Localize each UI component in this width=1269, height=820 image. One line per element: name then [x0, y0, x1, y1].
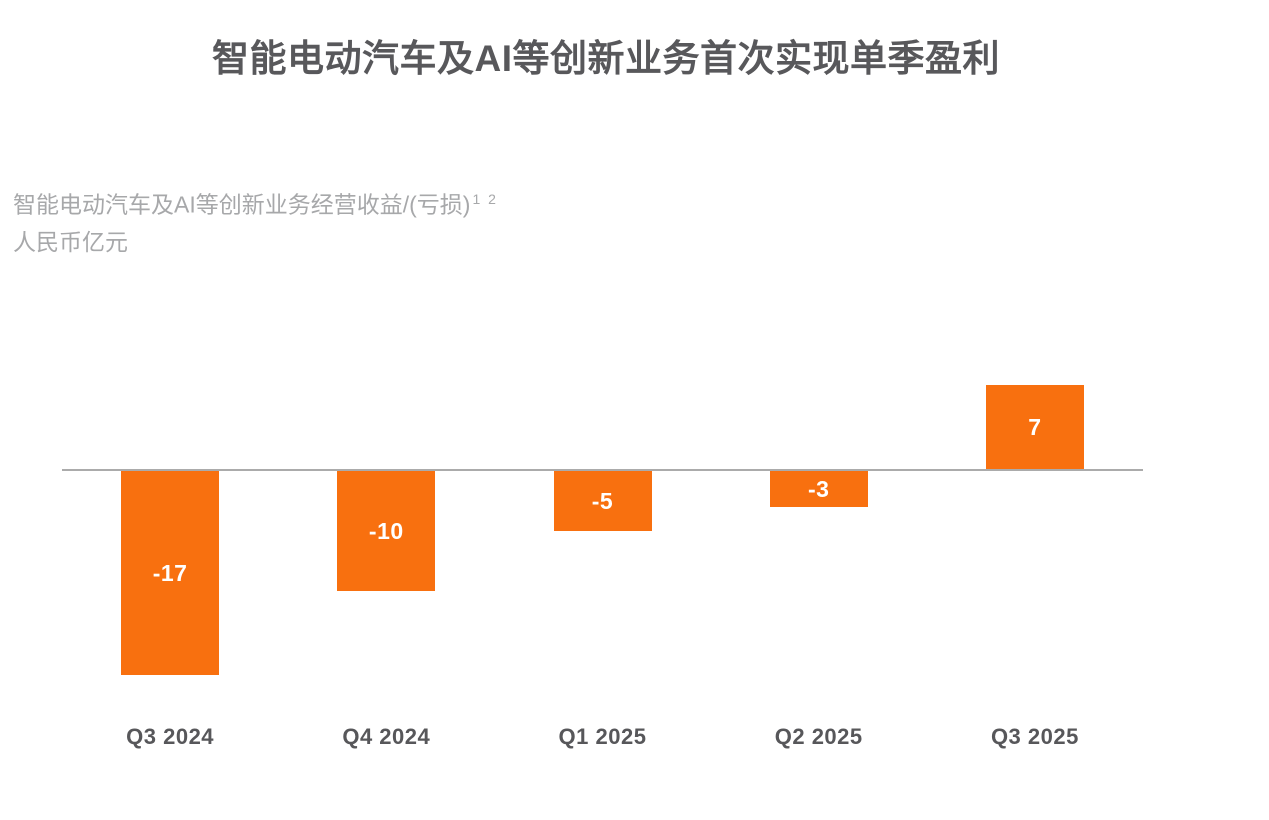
bar-value-label: -17 [152, 559, 188, 586]
x-axis-line [62, 469, 1143, 471]
chart-title: 智能电动汽车及AI等创新业务首次实现单季盈利 [212, 38, 1000, 79]
bar-q4-2024: -10 [337, 471, 436, 591]
chart-subtitle: 智能电动汽车及AI等创新业务经营收益/(亏损) 1 2 人民币亿元 [13, 181, 498, 261]
x-axis-label-q2-2025: Q2 2025 [774, 724, 863, 749]
subtitle-unit-label: 人民币亿元 [13, 228, 128, 255]
bar-value-label: -10 [368, 517, 404, 544]
x-axis-label-q1-2025: Q1 2025 [558, 724, 647, 749]
subtitle-line1: 智能电动汽车及AI等创新业务经营收益/(亏损) 1 2 [13, 181, 498, 224]
x-axis-label-q3-2024: Q3 2024 [126, 724, 215, 749]
bar-q3-2025: 7 [985, 385, 1084, 469]
bar-value-label: -5 [591, 487, 614, 514]
bar-q2-2025: -3 [769, 471, 868, 507]
x-axis-label-q3-2025: Q3 2025 [990, 724, 1079, 749]
bar-value-label: 7 [1028, 413, 1042, 440]
bar-value-label: -3 [807, 475, 830, 502]
bar-q1-2025: -5 [553, 471, 652, 531]
subtitle-line1-text: 智能电动汽车及AI等创新业务经营收益/(亏损) [13, 191, 471, 218]
bar-q3-2024: -17 [121, 471, 220, 675]
x-axis-label-q4-2024: Q4 2024 [342, 724, 431, 749]
subtitle-footnote-markers: 1 2 [472, 191, 498, 207]
